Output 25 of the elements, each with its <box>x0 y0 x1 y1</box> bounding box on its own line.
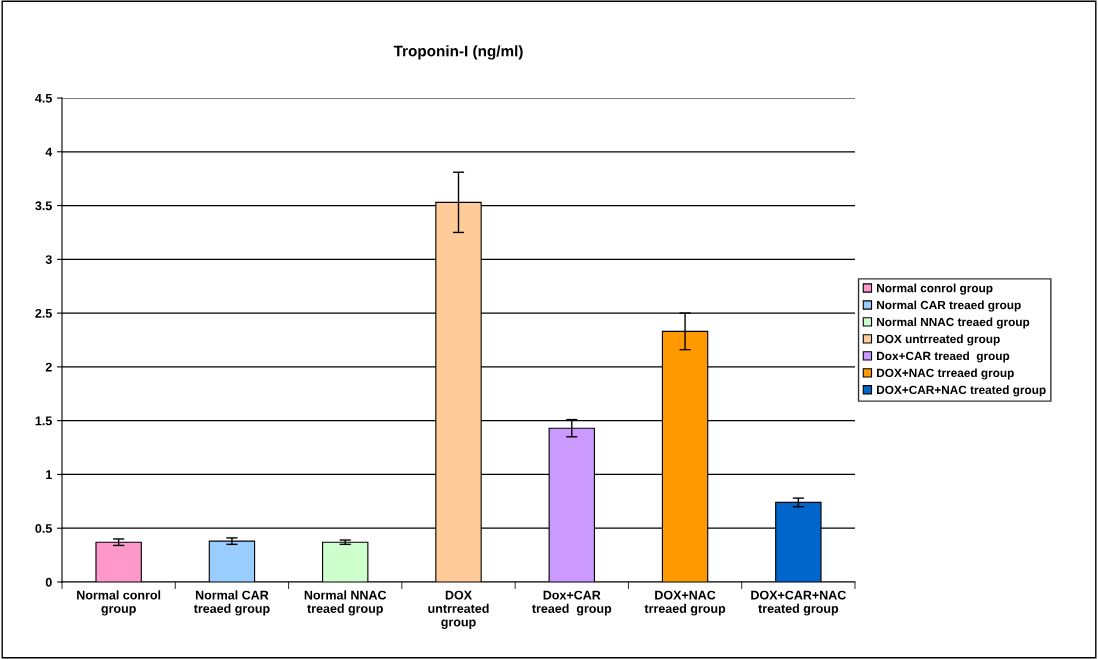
x-tick-label: DOX untrreated group <box>428 590 489 629</box>
y-tick-label: 3 <box>45 255 52 264</box>
x-tick-label: DOX+NAC trreaed group <box>644 590 726 616</box>
y-tick-label: 2 <box>45 362 52 372</box>
x-tick-label: DOX+CAR+NAC treated group <box>751 590 846 616</box>
y-tick-label: 1 <box>46 470 52 479</box>
y-tick-label: 4.5 <box>35 93 52 103</box>
y-tick-label: 3.5 <box>35 201 52 211</box>
x-tick-label: Dox+CAR treaed group <box>532 590 612 616</box>
legend-label: Normal CAR treaed group <box>877 300 1021 312</box>
y-tick-label: 4 <box>45 147 53 157</box>
legend-label: DOX+CAR+NAC treated group <box>877 385 1046 397</box>
x-tick-label: Normal NNAC treaed group <box>304 590 387 616</box>
legend-label: DOX+NAC trreaed group <box>877 368 1014 380</box>
y-tick-label: 2.5 <box>35 308 52 318</box>
legend-label: DOX untrreated group <box>877 334 1000 346</box>
legend-label: Dox+CAR treaed group <box>877 351 1010 363</box>
legend-label: Normal conrol group <box>877 283 993 295</box>
y-tick-label: 1.5 <box>35 416 52 426</box>
legend-label: Normal NNAC treaed group <box>877 317 1030 329</box>
chart-title: Troponin-I (ng/ml) <box>393 45 523 60</box>
x-tick-label: Normal conrol group <box>77 590 161 616</box>
y-tick-label: 0 <box>45 577 52 587</box>
x-tick-label: Normal CAR treaed group <box>193 590 270 616</box>
y-tick-label: 0.5 <box>35 524 52 533</box>
